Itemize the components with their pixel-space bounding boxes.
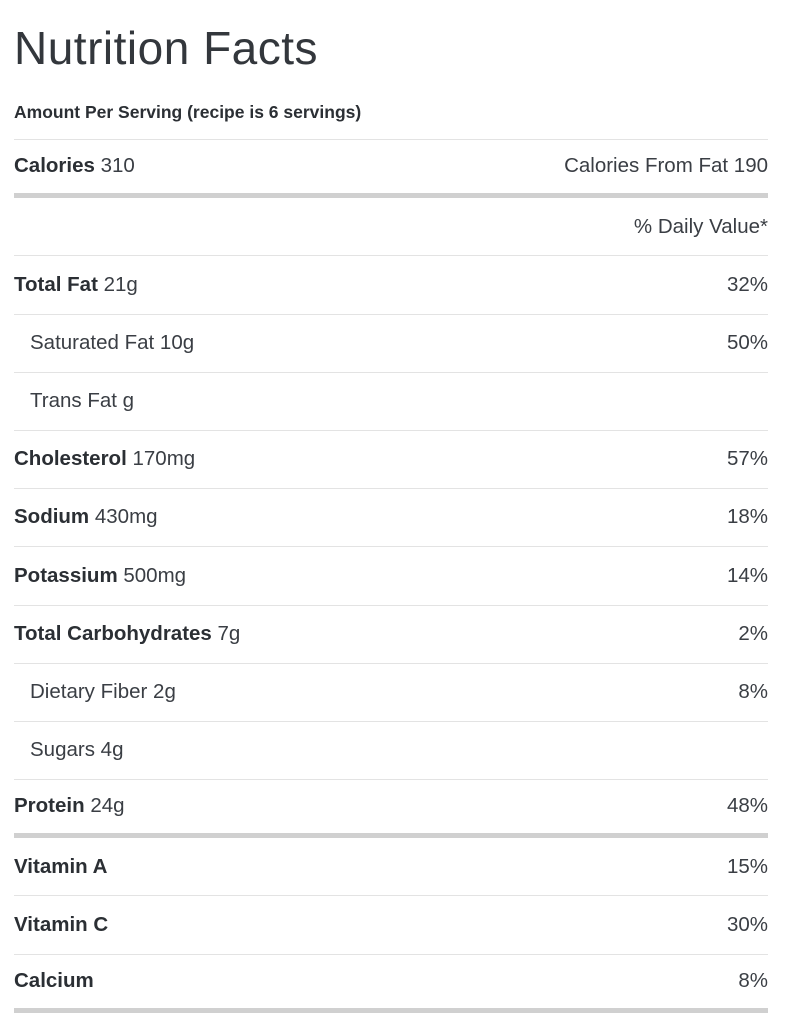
nutrient-amount: 430mg	[94, 505, 158, 529]
nutrient-percent: 30%	[726, 912, 768, 936]
nutrient-row-saturated-fat: Saturated Fat 10g 50%	[14, 315, 768, 373]
nutrient-row-protein: Protein 24g 48%	[14, 780, 768, 839]
daily-value-header: % Daily Value*	[633, 214, 768, 238]
nutrient-name: Sugars	[30, 738, 95, 762]
nutrient-percent: 2%	[738, 621, 768, 645]
nutrient-amount: 2g	[153, 680, 176, 704]
nutrient-row-sodium: Sodium 430mg 18%	[14, 489, 768, 548]
nutrient-name: Protein	[14, 794, 85, 818]
calories-from-fat: Calories From Fat 190	[564, 154, 768, 178]
calories-row: Calories 310 Calories From Fat 190	[14, 140, 768, 199]
nutrient-percent: 15%	[726, 854, 768, 878]
nutrient-name: Calcium	[14, 968, 94, 992]
nutrient-row-vitamin-c: Vitamin C 30%	[14, 896, 768, 955]
nutrient-amount: g	[122, 389, 135, 413]
nutrient-name: Potassium	[14, 563, 118, 587]
calories-label: Calories 310	[14, 156, 135, 177]
nutrient-name: Vitamin C	[14, 912, 109, 936]
nutrient-percent: 57%	[726, 447, 768, 471]
nutrient-percent: 14%	[726, 563, 768, 587]
nutrient-percent: 8%	[738, 968, 768, 992]
nutrient-row-sugars: Sugars 4g	[14, 722, 768, 781]
nutrient-amount: 21g	[103, 272, 138, 296]
nutrient-percent: 18%	[726, 505, 768, 529]
calories-amount: 310	[100, 154, 135, 178]
nutrient-amount: 4g	[100, 738, 124, 762]
nutrient-name: Saturated Fat	[30, 330, 155, 354]
daily-value-header-row: % Daily Value*	[14, 198, 768, 257]
nutrient-percent: 8%	[738, 680, 768, 704]
nutrient-amount: 24g	[90, 794, 125, 818]
nutrient-percent: 32%	[726, 272, 768, 296]
nutrient-percent: 48%	[726, 794, 768, 818]
nutrient-name: Trans Fat	[30, 389, 117, 413]
nutrient-row-trans-fat: Trans Fat g	[14, 373, 768, 431]
nutrient-name: Cholesterol	[14, 447, 127, 471]
nutrient-amount: 7g	[217, 621, 241, 645]
nutrient-amount: 10g	[159, 330, 195, 354]
nutrient-name: Sodium	[14, 505, 90, 529]
nutrient-amount: 170mg	[132, 447, 196, 471]
calories-name: Calories	[14, 154, 95, 178]
nutrient-row-total-carbohydrates: Total Carbohydrates 7g 2%	[14, 606, 768, 664]
nutrient-amount: 500mg	[123, 563, 187, 587]
nutrient-name: Total Carbohydrates	[14, 621, 212, 645]
nutrient-row-vitamin-a: Vitamin A 15%	[14, 838, 768, 897]
nutrient-percent: 50%	[726, 330, 768, 354]
nutrient-row-total-fat: Total Fat 21g 32%	[14, 256, 768, 315]
nutrient-row-potassium: Potassium 500mg 14%	[14, 547, 768, 606]
page-title: Nutrition Facts	[14, 22, 319, 74]
nutrient-name: Dietary Fiber	[30, 680, 148, 704]
nutrient-row-dietary-fiber: Dietary Fiber 2g 8%	[14, 664, 768, 722]
nutrient-row-calcium: Calcium 8%	[14, 955, 768, 1013]
serving-note: Amount Per Serving (recipe is 6 servings…	[14, 74, 768, 140]
nutrient-name: Total Fat	[14, 272, 98, 296]
nutrient-name: Vitamin A	[14, 854, 108, 878]
nutrient-row-cholesterol: Cholesterol 170mg 57%	[14, 431, 768, 490]
